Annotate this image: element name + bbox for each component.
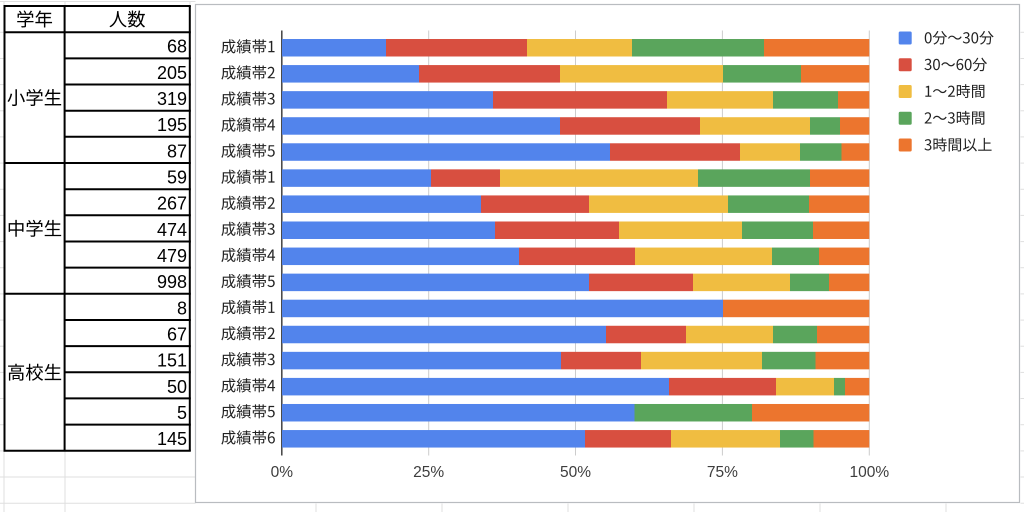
svg-text:998: 998 bbox=[157, 272, 187, 292]
svg-text:267: 267 bbox=[157, 194, 187, 214]
svg-text:205: 205 bbox=[157, 63, 187, 83]
svg-text:67: 67 bbox=[167, 324, 187, 344]
svg-text:5: 5 bbox=[177, 403, 187, 423]
svg-text:50%: 50% bbox=[560, 464, 591, 481]
svg-text:87: 87 bbox=[167, 141, 187, 161]
svg-text:50: 50 bbox=[167, 377, 187, 397]
svg-text:8: 8 bbox=[177, 298, 187, 318]
svg-text:145: 145 bbox=[157, 429, 187, 449]
svg-text:319: 319 bbox=[157, 89, 187, 109]
svg-text:68: 68 bbox=[167, 37, 187, 57]
svg-text:151: 151 bbox=[157, 351, 187, 371]
svg-text:25%: 25% bbox=[413, 464, 444, 481]
svg-text:479: 479 bbox=[157, 246, 187, 266]
svg-text:474: 474 bbox=[157, 220, 187, 240]
svg-text:59: 59 bbox=[167, 168, 187, 188]
svg-text:195: 195 bbox=[157, 115, 187, 135]
svg-text:75%: 75% bbox=[707, 464, 738, 481]
svg-text:0%: 0% bbox=[271, 464, 294, 481]
svg-text:100%: 100% bbox=[849, 464, 889, 481]
